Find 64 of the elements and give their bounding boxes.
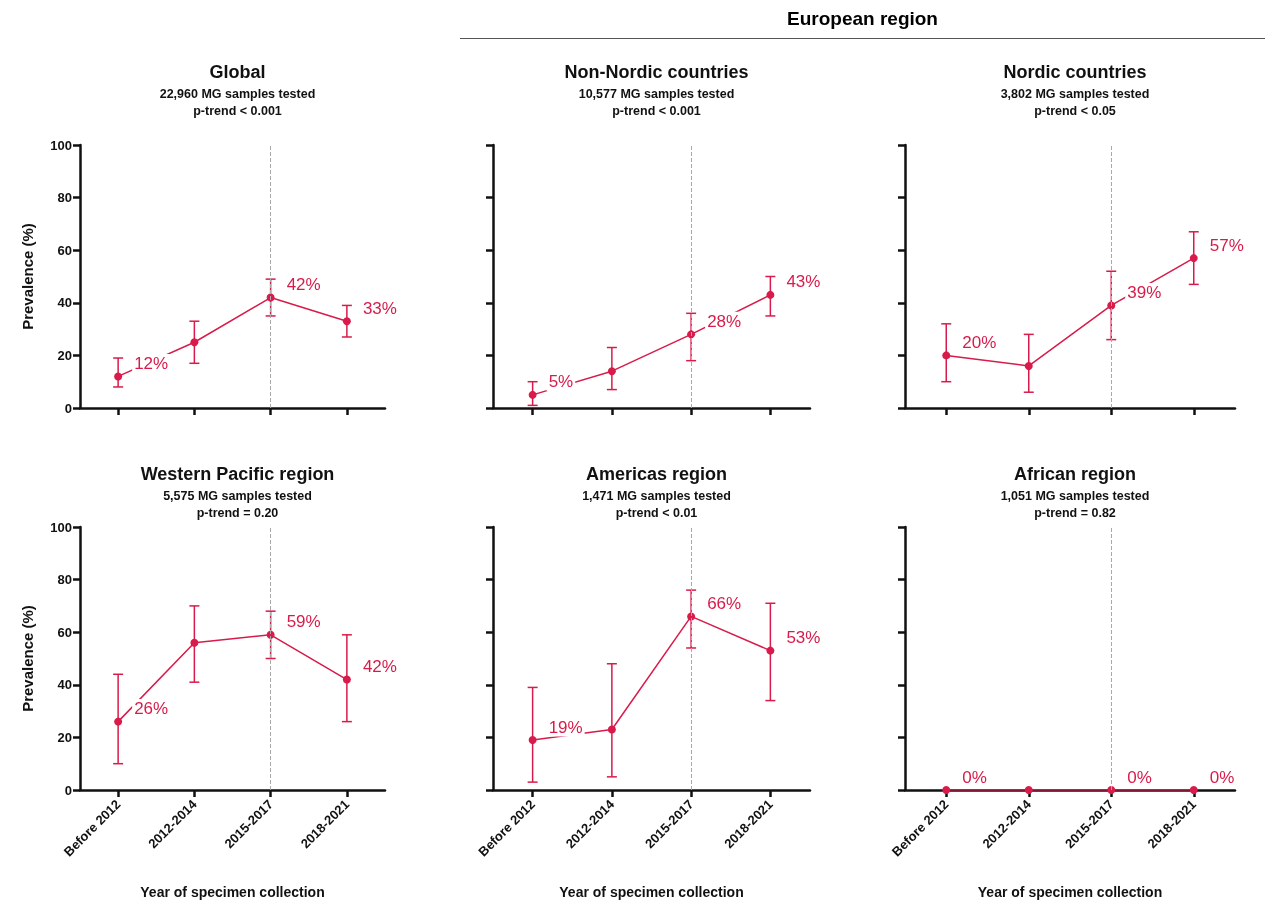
- point: [1024, 361, 1033, 370]
- data-label: 42%: [286, 275, 321, 295]
- data-label: 42%: [362, 657, 397, 677]
- chart-subtitle: 10,577 MG samples tested p-trend < 0.001: [578, 86, 735, 118]
- chart-title: Americas region: [585, 464, 728, 484]
- chart-title: Western Pacific region: [140, 464, 335, 484]
- y-axis-title: Prevalence (%): [19, 223, 36, 330]
- data-label: 0%: [1127, 767, 1152, 787]
- y-tick-label: 80: [57, 572, 72, 588]
- point: [342, 675, 351, 684]
- x-axis-title: Year of specimen collection: [559, 884, 744, 900]
- data-label: 28%: [707, 311, 742, 331]
- y-tick-label: 20: [57, 347, 72, 363]
- y-tick-label: 0: [64, 400, 72, 416]
- data-label: 59%: [286, 612, 321, 632]
- data-label: 57%: [1209, 235, 1244, 255]
- data-label: 39%: [1127, 282, 1162, 302]
- data-label: 5%: [548, 372, 574, 392]
- data-label: 12%: [134, 353, 169, 373]
- data-label: 43%: [786, 272, 821, 292]
- text: European region: [460, 8, 1265, 39]
- chart-title: African region: [1013, 464, 1137, 484]
- data-label: 0%: [1209, 767, 1235, 787]
- data-label: 19%: [548, 717, 583, 737]
- chart-subtitle: 1,051 MG samples tested p-trend = 0.82: [1000, 488, 1150, 520]
- y-tick-label: 100: [50, 519, 72, 535]
- x-axis-title: Year of specimen collection: [977, 884, 1163, 900]
- data-label: 33%: [362, 298, 397, 318]
- y-tick-label: 100: [50, 137, 72, 153]
- point: [942, 351, 951, 360]
- point: [114, 717, 123, 726]
- chart-title: Global: [209, 62, 266, 82]
- y-tick-label: 40: [57, 677, 72, 693]
- point: [190, 638, 199, 647]
- point: [528, 390, 537, 399]
- point: [766, 646, 775, 655]
- y-tick-label: 60: [57, 242, 72, 258]
- data-label: 66%: [707, 593, 742, 613]
- point: [190, 338, 199, 347]
- data-label: 26%: [134, 699, 169, 719]
- chart-subtitle: 5,575 MG samples tested p-trend = 0.20: [163, 488, 312, 520]
- data-label: 20%: [962, 332, 997, 352]
- y-tick-label: 60: [57, 624, 72, 640]
- point: [342, 317, 351, 326]
- chart-subtitle: 1,471 MG samples tested p-trend < 0.01: [582, 488, 731, 520]
- y-tick-label: 20: [57, 729, 72, 745]
- chart-title: Non-Nordic countries: [564, 62, 749, 82]
- point: [607, 367, 616, 376]
- point: [687, 330, 696, 339]
- chart-subtitle: 3,802 MG samples tested p-trend < 0.05: [1000, 86, 1150, 118]
- point: [528, 736, 537, 745]
- y-axis-title: Prevalence (%): [19, 605, 36, 712]
- point: [1189, 254, 1198, 263]
- chart-title: Nordic countries: [1003, 62, 1147, 82]
- y-tick-label: 0: [64, 782, 72, 798]
- y-tick-label: 80: [57, 190, 72, 206]
- data-label: 0%: [962, 767, 987, 787]
- point: [114, 372, 123, 381]
- data-label: 53%: [786, 628, 821, 648]
- x-axis-title: Year of specimen collection: [140, 884, 325, 900]
- point: [766, 290, 775, 299]
- chart-subtitle: 22,960 MG samples tested p-trend < 0.001: [159, 86, 316, 118]
- y-tick-label: 40: [57, 295, 72, 311]
- point: [607, 725, 616, 734]
